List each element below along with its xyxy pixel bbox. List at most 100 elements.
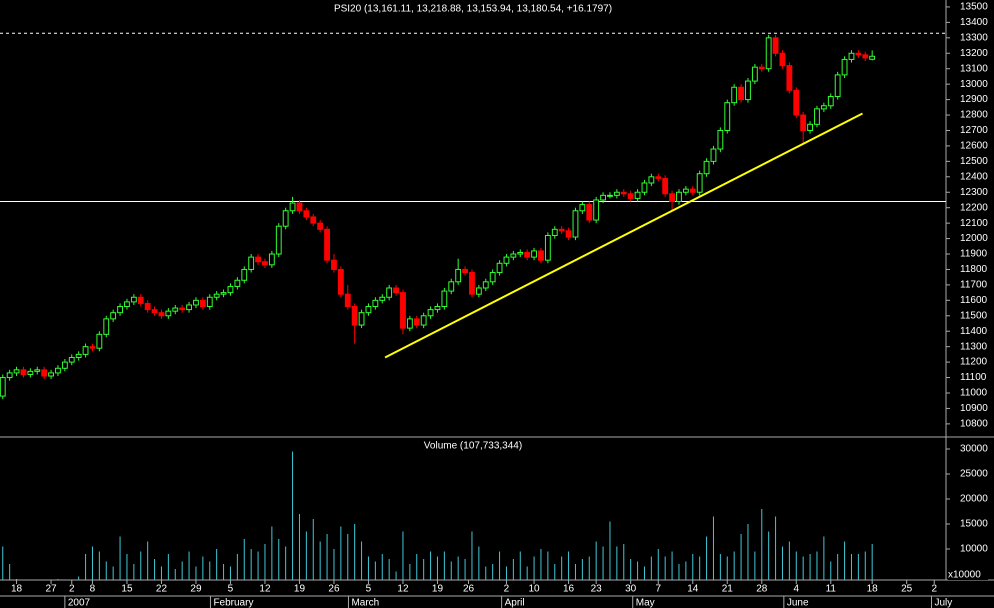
y-tick-label: 11400 <box>960 326 988 337</box>
candle-body <box>186 304 192 311</box>
candle-body <box>144 302 151 311</box>
candle-body <box>151 309 158 314</box>
candle-body <box>117 306 123 314</box>
candle-body <box>641 182 648 193</box>
candle-body <box>745 80 751 101</box>
x-tick-label: 2 <box>69 584 75 595</box>
candle-body <box>13 369 20 374</box>
candle-body <box>172 307 179 312</box>
candle-body <box>448 281 455 292</box>
candle-body <box>593 199 600 221</box>
candle-body <box>420 315 427 326</box>
candle-body <box>689 188 696 193</box>
candle-body <box>310 216 317 224</box>
volume-y-tick-label: 25000 <box>960 469 988 480</box>
y-tick-label: 13000 <box>960 79 988 90</box>
y-tick-label: 12000 <box>960 233 988 244</box>
x-tick-label: 22 <box>156 584 168 595</box>
candle-body <box>241 268 248 281</box>
candle-body <box>455 268 462 283</box>
candle-body <box>462 268 468 274</box>
candle-body <box>524 251 531 258</box>
y-tick-label: 11200 <box>960 357 988 368</box>
candle-body <box>275 225 282 255</box>
volume-unit-label: x10000 <box>948 570 981 581</box>
candle-body <box>179 307 186 311</box>
candle-body <box>710 148 717 162</box>
candle-body <box>61 361 68 369</box>
y-tick-label: 10800 <box>960 419 988 430</box>
x-tick-label: 10 <box>529 584 541 595</box>
candle-body <box>158 312 165 317</box>
x-tick-label: 2 <box>931 584 937 595</box>
x-tick-label: 19 <box>294 584 306 595</box>
candle-body <box>607 194 613 197</box>
candle-body <box>627 193 634 199</box>
candle-body <box>372 299 379 308</box>
candle-body <box>800 114 807 131</box>
candle-body <box>55 367 61 374</box>
candle-body <box>393 287 399 294</box>
candle-body <box>662 177 669 195</box>
y-tick-label: 12900 <box>960 94 988 105</box>
candle-body <box>234 279 241 287</box>
candle-body <box>738 86 744 101</box>
candle-body <box>268 253 275 266</box>
candle-body <box>165 310 172 317</box>
candle-body <box>517 251 524 255</box>
y-tick-label: 11000 <box>960 388 988 399</box>
candle-body <box>751 66 758 82</box>
candle-body <box>538 250 544 261</box>
month-label: 2007 <box>68 598 91 608</box>
candle-body <box>337 268 344 295</box>
y-tick-label: 13100 <box>960 63 988 74</box>
candle-body <box>427 309 434 317</box>
candle-body <box>303 210 310 218</box>
x-tick-label: 15 <box>121 584 133 595</box>
x-tick-label: 29 <box>190 584 202 595</box>
candle-body <box>503 256 510 264</box>
candle-body <box>820 105 827 110</box>
candle-body <box>193 299 199 306</box>
candle-body <box>475 287 482 295</box>
candle-body <box>248 256 255 270</box>
candle-body <box>869 55 876 60</box>
candle-body <box>848 52 855 60</box>
candle-body <box>89 346 96 349</box>
chart-title: PSI20 (13,161.11, 13,218.88, 13,153.94, … <box>334 4 612 15</box>
candle-body <box>572 210 579 238</box>
trend-line <box>384 112 863 359</box>
candle-body <box>544 234 551 261</box>
candle-body <box>199 299 206 308</box>
y-tick-label: 11300 <box>960 341 988 352</box>
candle-body <box>351 306 358 326</box>
candle-body <box>413 318 420 326</box>
candle-body <box>648 176 655 184</box>
x-tick-label: 26 <box>463 584 475 595</box>
candle-body <box>324 228 330 261</box>
candle-body <box>220 292 227 295</box>
month-label: May <box>636 598 655 608</box>
candle-body <box>841 58 848 76</box>
candle-body <box>20 369 27 375</box>
candle-body <box>862 54 869 59</box>
candle-body <box>807 123 813 131</box>
candle-body <box>482 281 489 289</box>
candle-body <box>510 253 517 258</box>
candle-body <box>682 188 689 193</box>
x-tick-label: 28 <box>756 584 768 595</box>
candle-body <box>379 296 386 301</box>
x-tick-label: 26 <box>328 584 340 595</box>
candle-body <box>27 370 34 375</box>
x-tick-label: 5 <box>366 584 372 595</box>
candle-body <box>110 312 117 320</box>
y-tick-label: 12300 <box>960 187 988 198</box>
y-tick-label: 13400 <box>960 17 988 28</box>
candle-body <box>282 210 289 227</box>
y-tick-label: 11900 <box>960 249 988 260</box>
x-tick-label: 2 <box>504 584 510 595</box>
candle-body <box>213 293 220 298</box>
candle-body <box>731 86 738 104</box>
y-tick-label: 11800 <box>960 264 988 275</box>
